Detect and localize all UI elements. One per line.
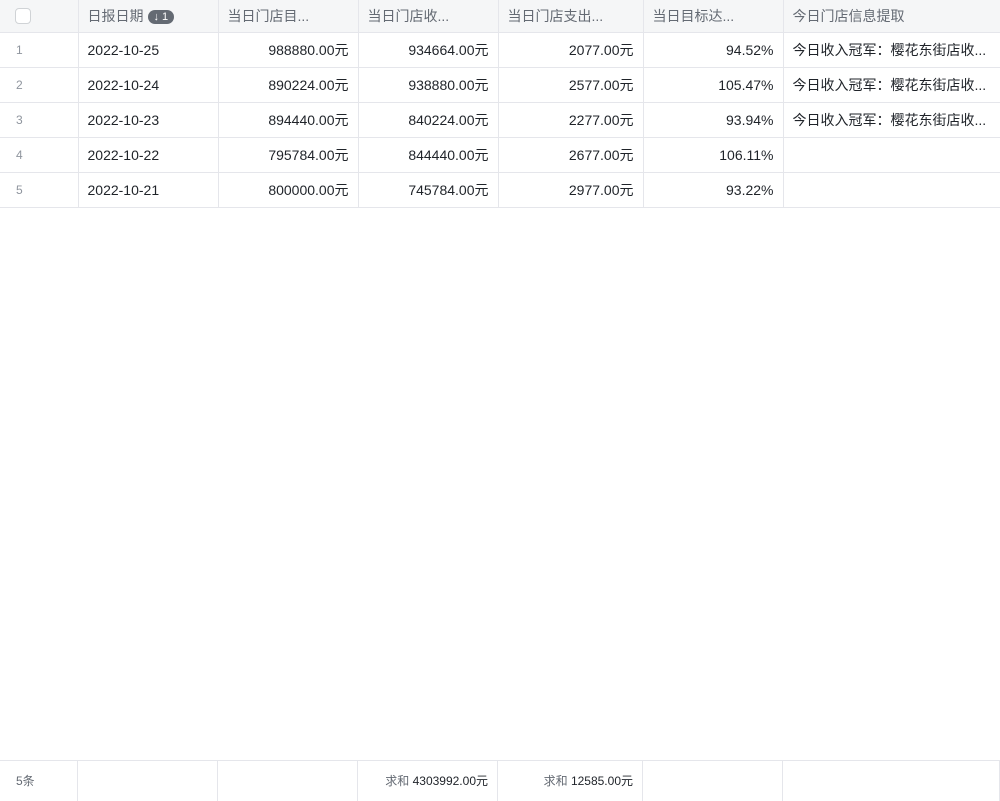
rate-cell[interactable]: 106.11% [643, 137, 784, 173]
income-cell[interactable]: 745784.00元 [358, 172, 499, 208]
column-header-income[interactable]: 当日门店收... [358, 0, 499, 33]
target-cell[interactable]: 800000.00元 [218, 172, 359, 208]
info-cell[interactable] [783, 137, 1000, 173]
income-cell[interactable]: 840224.00元 [358, 102, 499, 138]
expense-cell[interactable]: 2577.00元 [498, 67, 644, 103]
row-index[interactable]: 5 [0, 172, 79, 208]
target-cell[interactable]: 890224.00元 [218, 67, 359, 103]
date-cell[interactable]: 2022-10-24 [78, 67, 219, 103]
expense-cell[interactable]: 2277.00元 [498, 102, 644, 138]
column-header-target[interactable]: 当日门店目... [218, 0, 359, 33]
date-cell[interactable]: 2022-10-21 [78, 172, 219, 208]
table-row[interactable]: 1 2022-10-25 988880.00元 934664.00元 2077.00元 9… [0, 32, 1000, 68]
info-cell[interactable] [783, 172, 1000, 208]
expense-cell[interactable]: 2077.00元 [498, 32, 644, 68]
income-cell[interactable]: 934664.00元 [358, 32, 499, 68]
select-all-header[interactable] [0, 0, 79, 33]
summary-bar: 5条 求和 4303992.00元 求和 12585.00元 [0, 760, 1000, 801]
date-cell[interactable]: 2022-10-22 [78, 137, 219, 173]
rate-cell[interactable]: 93.22% [643, 172, 784, 208]
row-index[interactable]: 1 [0, 32, 79, 68]
expense-cell[interactable]: 2677.00元 [498, 137, 644, 173]
date-cell[interactable]: 2022-10-25 [78, 32, 219, 68]
table-row[interactable]: 5 2022-10-21 800000.00元 745784.00元 2977.00元 9… [0, 172, 1000, 208]
rate-cell[interactable]: 93.94% [643, 102, 784, 138]
summary-cell[interactable] [78, 761, 218, 801]
column-header-info[interactable]: 今日门店信息提取 [783, 0, 1000, 33]
info-cell[interactable]: 今日收入冠军：樱花东街店收... [783, 67, 1000, 103]
summary-cell[interactable] [783, 761, 1000, 801]
summary-cell[interactable] [218, 761, 358, 801]
column-header-expense[interactable]: 当日门店支出... [498, 0, 644, 33]
row-index[interactable]: 4 [0, 137, 79, 173]
select-all-checkbox[interactable] [15, 8, 31, 25]
info-cell[interactable]: 今日收入冠军：樱花东街店收... [783, 102, 1000, 138]
target-cell[interactable]: 795784.00元 [218, 137, 359, 173]
data-grid: 日报日期 ↓ 1 当日门店目... 当日门店收... 当日门店支出... 当日目标… [0, 0, 1000, 208]
header-row: 日报日期 ↓ 1 当日门店目... 当日门店收... 当日门店支出... 当日目标… [0, 0, 1000, 33]
column-header-date[interactable]: 日报日期 ↓ 1 [78, 0, 219, 33]
income-cell[interactable]: 938880.00元 [358, 67, 499, 103]
sort-badge[interactable]: ↓ 1 [147, 10, 175, 25]
row-index[interactable]: 2 [0, 67, 79, 103]
info-cell[interactable]: 今日收入冠军：樱花东街店收... [783, 32, 1000, 68]
income-sum[interactable]: 求和 4303992.00元 [358, 761, 498, 801]
rate-cell[interactable]: 105.47% [643, 67, 784, 103]
expense-sum[interactable]: 求和 12585.00元 [498, 761, 643, 801]
table-row[interactable]: 3 2022-10-23 894440.00元 840224.00元 2277.00元 9… [0, 102, 1000, 138]
income-cell[interactable]: 844440.00元 [358, 137, 499, 173]
row-count: 5条 [0, 761, 78, 801]
date-cell[interactable]: 2022-10-23 [78, 102, 219, 138]
row-index[interactable]: 3 [0, 102, 79, 138]
table-row[interactable]: 2 2022-10-24 890224.00元 938880.00元 2577.00元 1… [0, 67, 1000, 103]
target-cell[interactable]: 894440.00元 [218, 102, 359, 138]
expense-cell[interactable]: 2977.00元 [498, 172, 644, 208]
target-cell[interactable]: 988880.00元 [218, 32, 359, 68]
summary-cell[interactable] [643, 761, 783, 801]
table-row[interactable]: 4 2022-10-22 795784.00元 844440.00元 2677.00元 1… [0, 137, 1000, 173]
column-header-rate[interactable]: 当日目标达... [643, 0, 784, 33]
rate-cell[interactable]: 94.52% [643, 32, 784, 68]
